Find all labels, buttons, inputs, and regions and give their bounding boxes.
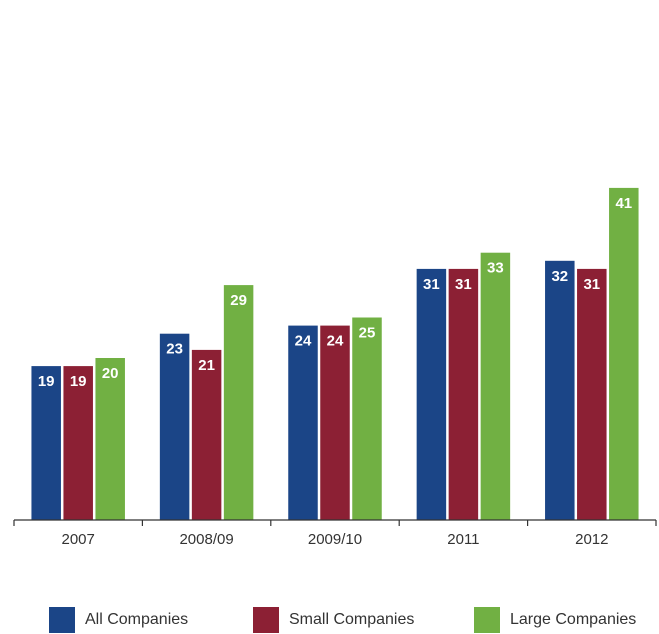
data-label: 25 (359, 325, 376, 342)
data-label: 41 (615, 195, 632, 212)
legend-item: Large Companies (474, 606, 636, 634)
bar-2007-all-companies (31, 366, 61, 520)
bar-2012-small-companies (577, 268, 607, 520)
bar-2012-large-companies (609, 187, 639, 520)
bar-2008/09-large-companies (223, 285, 254, 520)
bar-2008/09-all-companies (159, 333, 190, 520)
bar-2011-small-companies (448, 268, 479, 520)
data-label: 31 (455, 276, 472, 293)
legend-label: Large Companies (510, 611, 637, 628)
data-labels-group: 19 19 20 23 21 29 24 24 25 31 31 33 32 31 41 (38, 195, 632, 390)
bar-2007-small-companies (63, 366, 93, 520)
data-label: 20 (102, 365, 119, 382)
x-tick-label: 2012 (575, 531, 608, 548)
x-tick-label: 2009/10 (308, 531, 362, 548)
legend-swatch (49, 607, 75, 633)
bar-2009/10-all-companies (288, 325, 318, 520)
legend-item: Small Companies (253, 606, 414, 634)
data-label: 33 (487, 260, 504, 277)
data-label: 19 (38, 373, 55, 390)
data-label: 24 (327, 333, 344, 350)
bars-group (31, 187, 639, 520)
legend-item: All Companies (49, 606, 188, 634)
x-tick-label: 2011 (447, 531, 479, 548)
legend-swatch (474, 607, 500, 633)
data-label: 19 (70, 373, 87, 390)
data-label: 31 (423, 276, 440, 293)
x-axis-ticks-group: 2007 2008/09 2009/10 2011 2012 (13, 520, 657, 548)
bar-2011-all-companies (416, 268, 447, 520)
x-tick-label: 2007 (62, 531, 95, 548)
data-label: 31 (583, 276, 600, 293)
bar-2008/09-small-companies (191, 349, 222, 520)
data-label: 32 (551, 268, 568, 285)
bar-2007-large-companies (95, 358, 125, 520)
data-label: 29 (230, 292, 247, 309)
data-label: 21 (198, 357, 215, 374)
legend: All Companies Small Companies Large Compan… (0, 606, 659, 634)
bar-2012-all-companies (545, 260, 575, 520)
bar-chart: 19 19 20 23 21 29 24 24 25 31 31 33 32 31 41 2007 2008/… (13, 187, 657, 548)
legend-label: All Companies (85, 611, 189, 628)
legend-label: Small Companies (289, 611, 415, 628)
bar-2009/10-large-companies (352, 317, 382, 520)
bar-2009/10-small-companies (320, 325, 350, 520)
data-label: 24 (295, 333, 312, 350)
bar-2011-large-companies (480, 252, 511, 520)
data-label: 23 (166, 341, 183, 358)
x-tick-label: 2008/09 (179, 531, 233, 548)
legend-swatch (253, 607, 279, 633)
